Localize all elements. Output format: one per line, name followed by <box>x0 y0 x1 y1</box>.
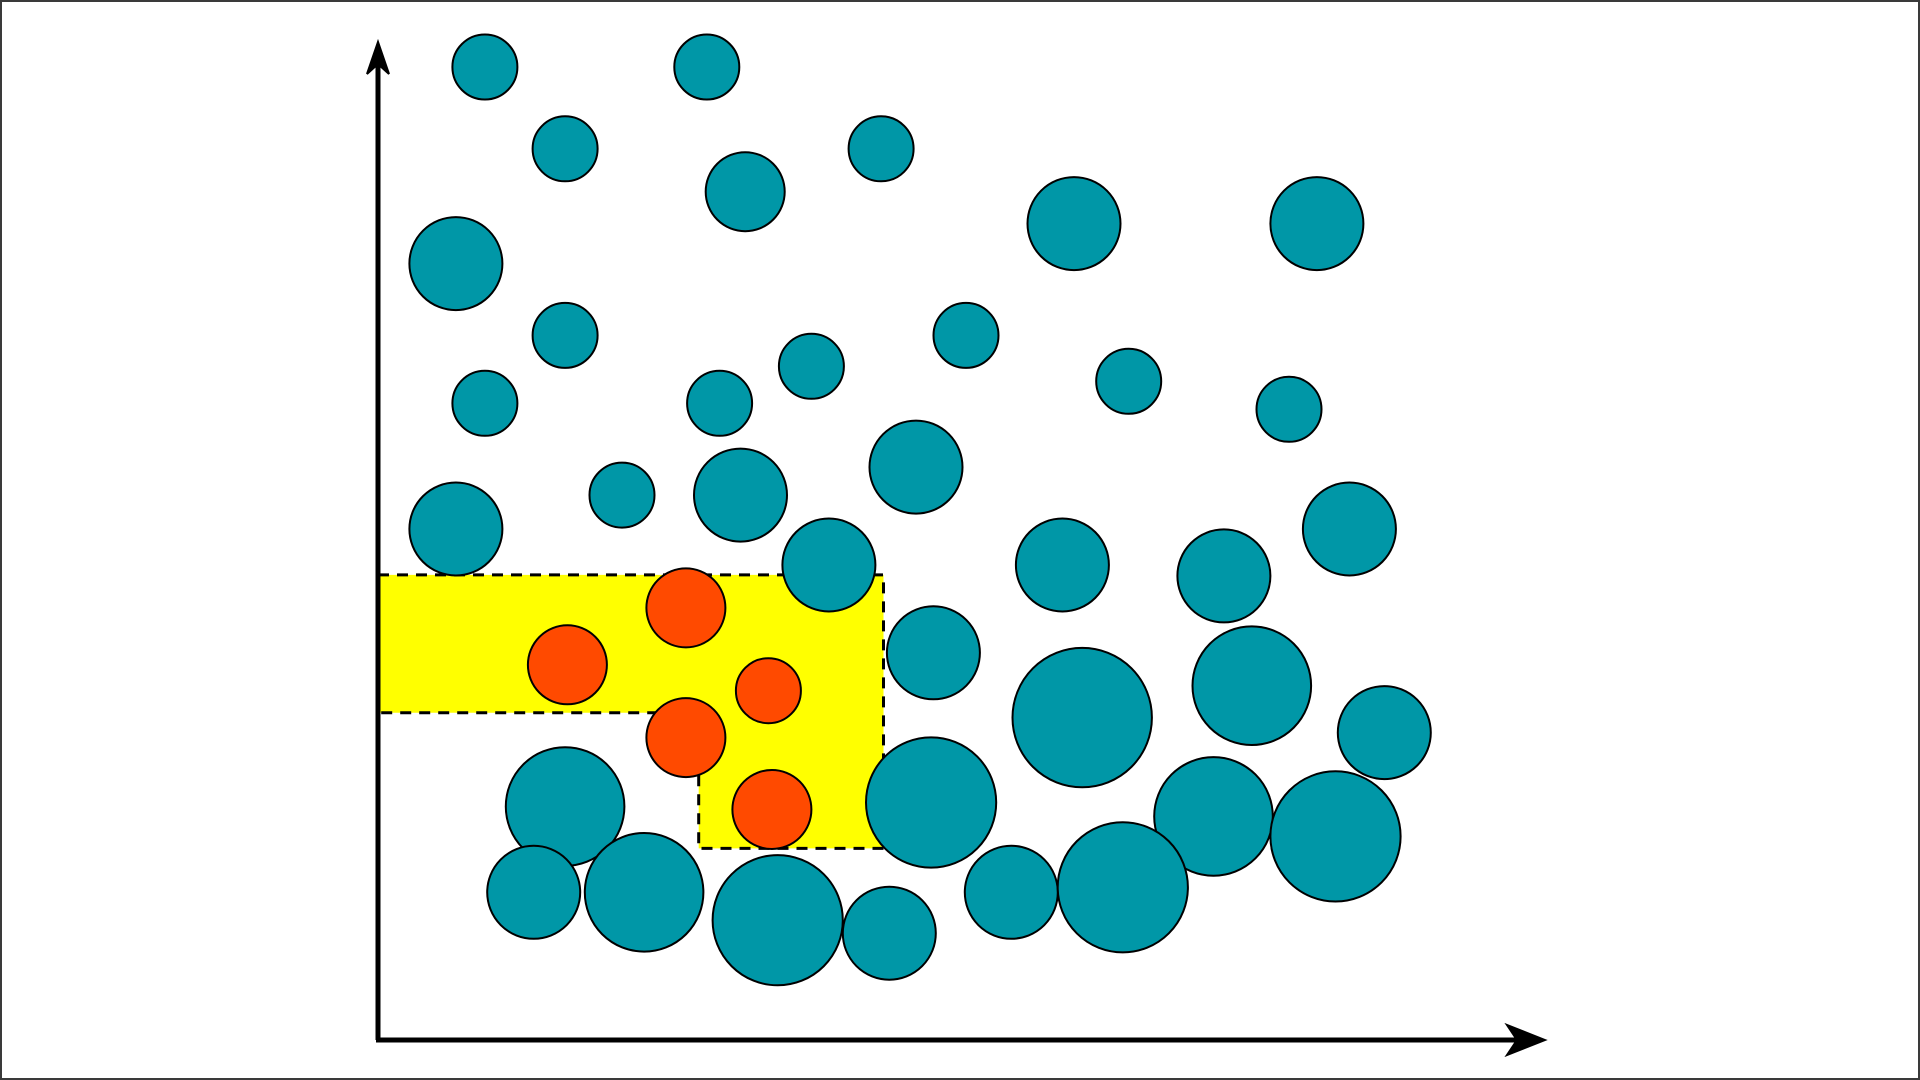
outside-point-21 <box>781 517 877 613</box>
outside-point-20 <box>1301 481 1397 577</box>
outside-point-37 <box>1056 821 1189 954</box>
outside-points <box>408 33 1432 987</box>
outside-point-31 <box>1269 770 1402 903</box>
outside-point-14 <box>451 369 519 437</box>
outside-point-8 <box>408 216 504 312</box>
outside-point-5 <box>847 115 915 183</box>
outside-point-9 <box>531 301 599 369</box>
outside-point-11 <box>932 301 1000 369</box>
outside-point-7 <box>1269 176 1365 272</box>
inside-point-5 <box>731 769 813 850</box>
outside-point-36 <box>963 844 1059 940</box>
outside-point-4 <box>704 151 786 233</box>
outside-point-12 <box>1095 347 1163 415</box>
outside-point-17 <box>588 461 656 529</box>
outside-point-18 <box>693 447 788 543</box>
outside-point-24 <box>885 605 981 701</box>
outside-point-15 <box>686 369 754 437</box>
axes <box>366 38 1548 1058</box>
inside-points <box>526 567 813 850</box>
outside-point-22 <box>1014 517 1110 613</box>
x-axis-arrowhead <box>1504 1022 1548 1058</box>
outside-point-26 <box>1011 646 1153 789</box>
outside-point-33 <box>583 832 705 953</box>
outside-point-6 <box>1026 176 1122 272</box>
outside-point-10 <box>777 332 845 400</box>
outside-point-19 <box>408 481 504 577</box>
outside-point-34 <box>711 854 844 987</box>
outside-point-23 <box>1176 528 1272 624</box>
y-axis-arrowhead <box>366 38 390 75</box>
outside-point-1 <box>451 33 519 101</box>
outside-point-35 <box>841 885 937 981</box>
inside-point-1 <box>645 567 727 649</box>
outside-point-2 <box>673 33 741 101</box>
inside-point-4 <box>645 697 727 779</box>
outside-point-13 <box>1255 375 1323 443</box>
inside-point-2 <box>526 624 608 706</box>
outside-point-32 <box>486 844 582 940</box>
outside-point-3 <box>531 115 599 183</box>
outside-point-16 <box>868 419 964 515</box>
inside-point-3 <box>734 657 802 725</box>
outside-point-29 <box>865 736 998 869</box>
outside-point-25 <box>1191 625 1313 747</box>
outside-point-27 <box>1336 685 1432 781</box>
